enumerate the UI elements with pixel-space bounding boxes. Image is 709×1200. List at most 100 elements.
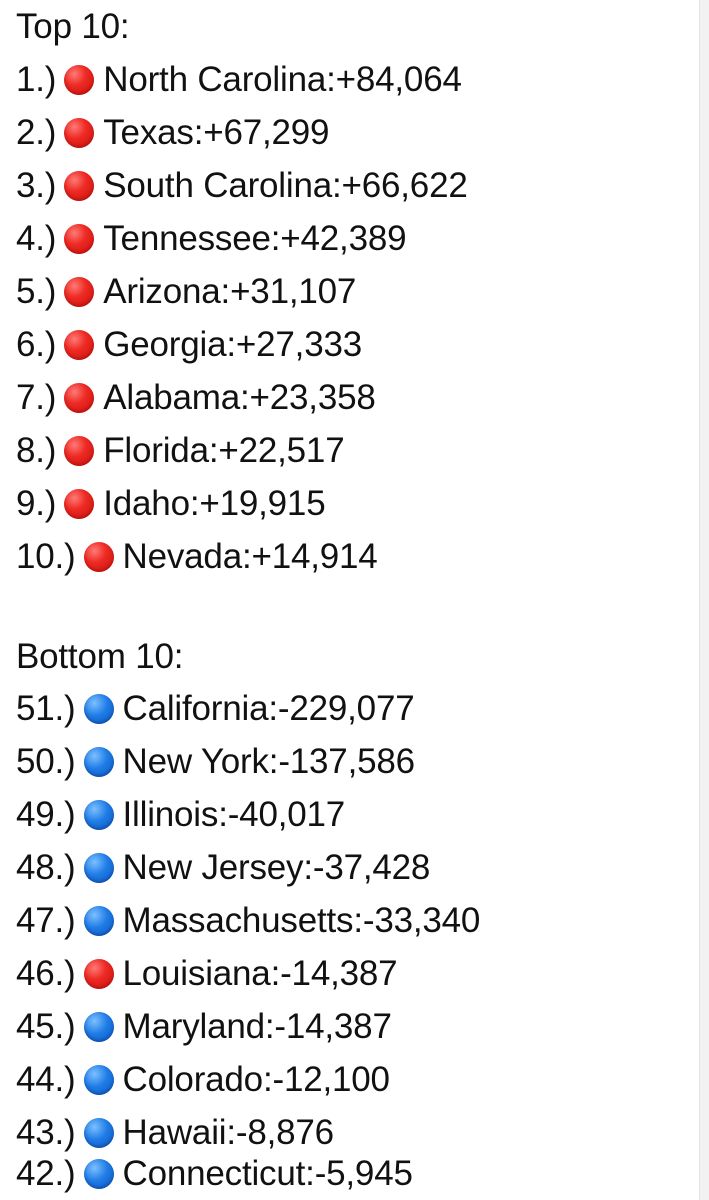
separator: : xyxy=(193,112,204,152)
change-value: +67,299 xyxy=(203,112,330,152)
separator: : xyxy=(268,688,278,728)
change-value: +84,064 xyxy=(335,59,462,99)
blue-circle-icon xyxy=(83,1117,114,1148)
separator: : xyxy=(218,794,228,834)
list-item: 43.) Hawaii: -8,876 xyxy=(16,1106,334,1159)
separator: : xyxy=(270,953,281,993)
rank-label: 2.) xyxy=(16,112,57,152)
separator: : xyxy=(240,377,250,417)
separator: : xyxy=(262,1059,273,1099)
red-circle-icon xyxy=(64,223,95,254)
list-item: 44.) Colorado: -12,100 xyxy=(16,1053,390,1106)
change-value: +66,622 xyxy=(341,165,468,205)
separator: : xyxy=(326,59,336,99)
red-circle-icon xyxy=(64,117,95,148)
separator: : xyxy=(189,483,200,523)
red-circle-icon xyxy=(64,435,95,466)
state-name: New Jersey xyxy=(122,847,304,887)
list-item: 6.) Georgia: +27,333 xyxy=(16,318,362,371)
state-name: Arizona xyxy=(103,271,221,311)
list-item: 2.) Texas: +67,299 xyxy=(16,106,330,159)
state-name: California xyxy=(122,688,269,728)
separator: : xyxy=(226,324,236,364)
separator: : xyxy=(241,536,252,576)
change-value: -12,100 xyxy=(272,1059,390,1099)
state-name: Illinois xyxy=(122,794,219,834)
state-name: New York xyxy=(122,741,269,781)
change-value: -137,586 xyxy=(278,741,415,781)
separator: : xyxy=(264,1006,275,1046)
state-name: Maryland xyxy=(122,1006,266,1046)
blue-circle-icon xyxy=(83,852,114,883)
state-name: Tennessee xyxy=(103,218,271,258)
red-circle-icon xyxy=(83,958,114,989)
list-item: 48.) New Jersey: -37,428 xyxy=(16,841,430,894)
rank-label: 48.) xyxy=(16,847,76,887)
state-name: Massachusetts xyxy=(122,900,354,940)
separator: : xyxy=(268,741,279,781)
rank-label: 10.) xyxy=(16,536,76,576)
list-item: 45.) Maryland: -14,387 xyxy=(16,1000,392,1053)
rank-label: 6.) xyxy=(16,324,57,364)
change-value: -33,340 xyxy=(362,900,481,940)
red-circle-icon xyxy=(64,276,95,307)
state-name: Idaho xyxy=(103,483,190,523)
list-item: 46.) Louisiana: -14,387 xyxy=(16,947,398,1000)
state-name: Colorado xyxy=(122,1059,264,1099)
list-item: 51.) California: -229,077 xyxy=(16,682,415,735)
red-circle-icon xyxy=(64,382,95,413)
red-circle-icon xyxy=(64,64,95,95)
rank-label: 8.) xyxy=(16,430,57,470)
list-item: 4.) Tennessee: +42,389 xyxy=(16,212,407,265)
list-item: 3.) South Carolina: +66,622 xyxy=(16,159,468,212)
bottom-10-heading: Bottom 10: xyxy=(16,636,184,676)
state-name: Alabama xyxy=(103,377,240,417)
rank-label: 5.) xyxy=(16,271,57,311)
change-value: -229,077 xyxy=(277,688,415,728)
blue-circle-icon xyxy=(83,746,114,777)
state-name: North Carolina xyxy=(103,59,327,99)
change-value: +14,914 xyxy=(251,536,378,576)
change-value: +22,517 xyxy=(218,430,345,470)
change-value: -14,387 xyxy=(274,1006,392,1046)
list-item: 8.) Florida: +22,517 xyxy=(16,424,345,477)
top-10-heading: Top 10: xyxy=(16,6,130,46)
rank-label: 51.) xyxy=(16,688,76,728)
state-name: Connecticut xyxy=(122,1153,306,1193)
red-circle-icon xyxy=(64,488,95,519)
blue-circle-icon xyxy=(83,693,114,724)
blue-circle-icon xyxy=(83,1158,114,1189)
separator: : xyxy=(331,165,342,205)
rank-label: 7.) xyxy=(16,377,57,417)
state-name: Florida xyxy=(103,430,209,470)
rank-label: 9.) xyxy=(16,483,57,523)
rank-label: 46.) xyxy=(16,953,76,993)
state-name: Texas xyxy=(103,112,194,152)
rank-label: 42.) xyxy=(16,1153,76,1193)
rank-label: 47.) xyxy=(16,900,76,940)
change-value: +27,333 xyxy=(235,324,362,364)
rank-label: 3.) xyxy=(16,165,57,205)
rank-label: 50.) xyxy=(16,741,76,781)
blue-circle-icon xyxy=(83,799,114,830)
red-circle-icon xyxy=(64,329,95,360)
blue-circle-icon xyxy=(83,905,114,936)
rank-label: 43.) xyxy=(16,1112,76,1152)
separator: : xyxy=(270,218,281,258)
red-circle-icon xyxy=(83,541,114,572)
separator: : xyxy=(220,271,231,311)
list-item: 1.) North Carolina: +84,064 xyxy=(16,53,462,106)
rank-label: 4.) xyxy=(16,218,57,258)
separator: : xyxy=(303,847,313,887)
change-value: -5,945 xyxy=(314,1153,413,1193)
list-item: 10.) Nevada: +14,914 xyxy=(16,530,378,583)
change-value: +19,915 xyxy=(199,483,326,523)
page-edge xyxy=(699,0,709,1200)
list-item: 50.) New York: -137,586 xyxy=(16,735,415,788)
state-name: South Carolina xyxy=(103,165,332,205)
blue-circle-icon xyxy=(83,1064,114,1095)
list-item: 42.) Connecticut: -5,945 xyxy=(16,1147,413,1200)
separator: : xyxy=(208,430,219,470)
change-value: +23,358 xyxy=(249,377,376,417)
